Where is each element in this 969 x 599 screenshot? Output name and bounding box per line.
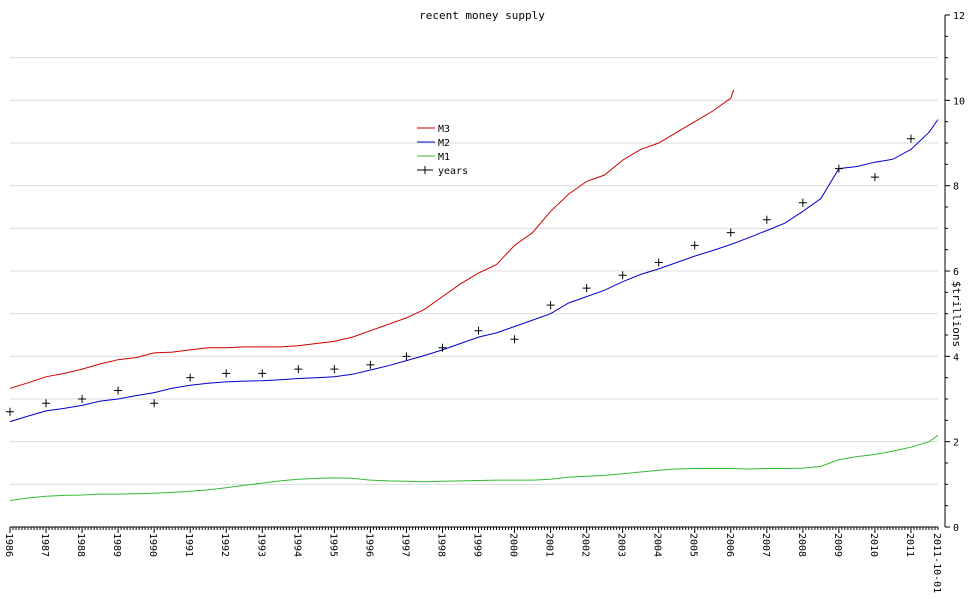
- x-tick-label: 2006: [724, 533, 735, 557]
- x-tick-label: 1988: [75, 533, 86, 557]
- x-tick-label: 2002: [580, 533, 591, 557]
- data-point-marker: [690, 241, 699, 250]
- x-tick-label: 1996: [363, 533, 374, 557]
- data-point-marker: [618, 271, 627, 280]
- series-layer: [6, 89, 939, 501]
- data-point-marker: [906, 134, 915, 143]
- x-tick-label: 1986: [3, 533, 14, 557]
- data-point-marker: [546, 301, 555, 310]
- data-point-marker: [510, 335, 519, 344]
- data-point-marker: [474, 326, 483, 335]
- x-tick-label: 1992: [219, 533, 230, 557]
- data-point-marker: [186, 373, 195, 382]
- data-point-marker: [258, 369, 267, 378]
- data-point-marker: [870, 173, 879, 182]
- series-line-m1: [9, 434, 939, 501]
- x-tick-label: 2000: [508, 533, 519, 557]
- x-tick-label: 2004: [652, 533, 663, 557]
- y-tick-label: 12: [953, 11, 965, 22]
- y-tick-label: 8: [953, 182, 959, 193]
- x-tick-label: 1995: [327, 533, 338, 557]
- legend: M3 M2 M1 years: [417, 124, 468, 177]
- data-point-marker: [114, 386, 123, 395]
- series-line-m3: [9, 89, 735, 389]
- data-point-marker: [222, 369, 231, 378]
- y-axis-label: $trillions: [950, 281, 963, 347]
- x-tick-label: 1989: [111, 533, 122, 557]
- y-tick-label: 0: [953, 523, 959, 534]
- y-tick-label: 2: [953, 438, 959, 449]
- y-tick-label: 4: [953, 352, 959, 363]
- data-point-marker: [438, 343, 447, 352]
- data-point-marker: [654, 258, 663, 267]
- x-tick-label: 1987: [39, 533, 50, 557]
- data-point-marker: [798, 198, 807, 207]
- x-tick-label: 2010: [868, 533, 879, 557]
- grid-layer: [10, 57, 938, 485]
- x-tick-label: 1997: [399, 533, 410, 557]
- data-point-marker: [762, 215, 771, 224]
- x-tick-label: 2007: [760, 533, 771, 557]
- data-point-marker: [330, 365, 339, 374]
- data-point-marker: [834, 164, 843, 173]
- x-tick-label: 2008: [796, 533, 807, 557]
- data-point-marker: [78, 395, 87, 403]
- data-point-marker: [42, 399, 51, 408]
- x-tick-label: 2011: [904, 533, 915, 557]
- x-tick-label: 1993: [255, 533, 266, 557]
- x-tick-label: 1998: [435, 533, 446, 557]
- axis-layer: 1986 1987 1988 1989 1990 1991 1992 1993 1994 1995…: [3, 11, 965, 593]
- x-tick-label: 2009: [832, 533, 843, 557]
- x-tick-label: 2001: [544, 533, 555, 557]
- data-point-marker: [726, 228, 735, 237]
- legend-label: M1: [438, 152, 450, 163]
- x-tick-label: 2003: [616, 533, 627, 557]
- x-tick-label: 2011-10-01: [931, 533, 942, 593]
- chart-title: recent money supply: [419, 9, 545, 22]
- y-tick-label: 10: [953, 96, 965, 107]
- x-tick-label: 1991: [183, 533, 194, 557]
- data-point-marker: [582, 284, 591, 293]
- legend-label: M2: [438, 138, 450, 149]
- data-point-marker: [6, 407, 14, 416]
- legend-label: M3: [438, 124, 450, 135]
- x-tick-label: 1994: [291, 533, 302, 557]
- series-line-m2: [9, 119, 939, 423]
- data-point-marker: [150, 399, 159, 408]
- data-point-marker: [294, 365, 303, 374]
- x-tick-label: 2005: [688, 533, 699, 557]
- legend-label: years: [438, 166, 468, 177]
- data-point-marker: [366, 360, 375, 369]
- y-tick-label: 6: [953, 267, 959, 278]
- x-tick-label: 1990: [147, 533, 158, 557]
- data-point-marker: [402, 352, 411, 361]
- x-tick-label: 1999: [472, 533, 483, 557]
